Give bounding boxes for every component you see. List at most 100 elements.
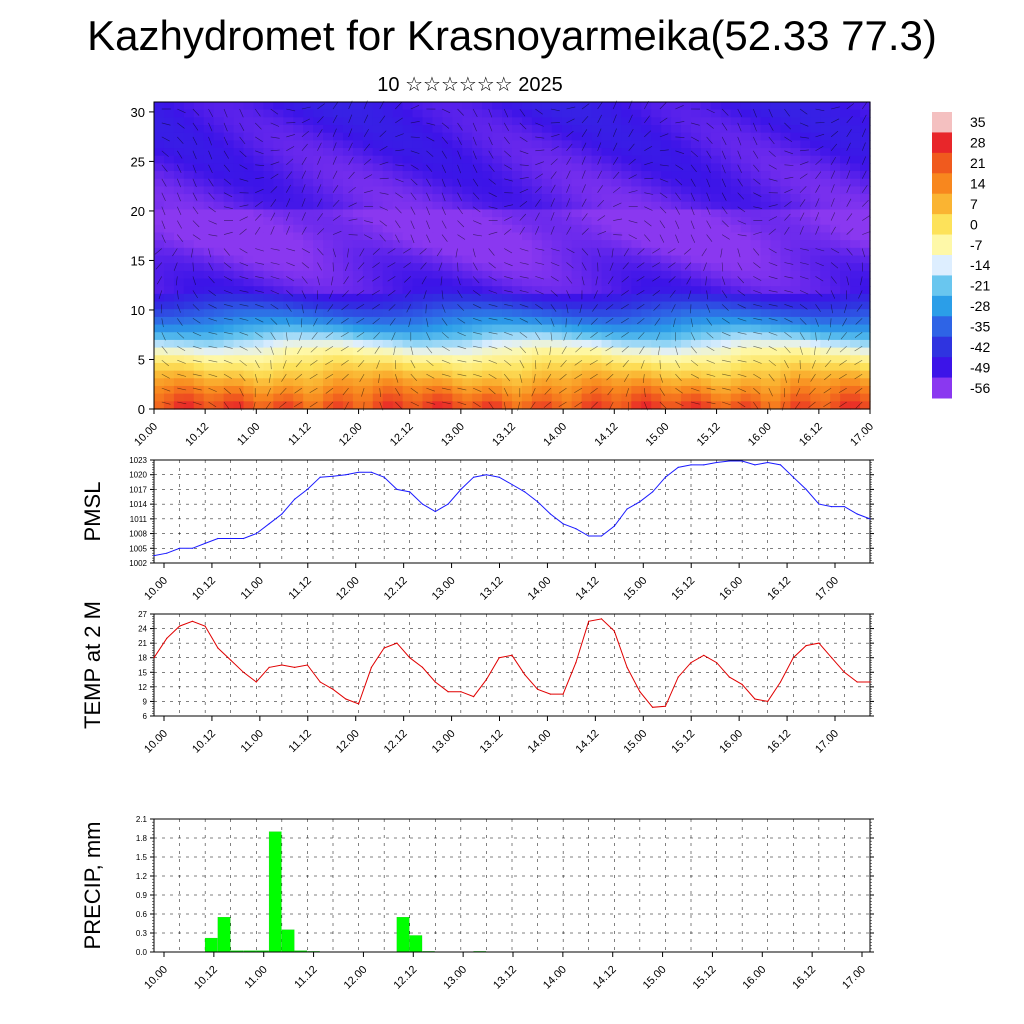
heatmap-cell bbox=[472, 263, 483, 272]
heatmap-cell bbox=[263, 293, 274, 303]
heatmap-cell bbox=[492, 255, 503, 264]
heatmap-cell bbox=[323, 163, 334, 172]
heatmap-cell bbox=[223, 385, 235, 395]
wind-barb bbox=[659, 149, 669, 152]
heatmap-cell bbox=[462, 247, 473, 257]
data-point bbox=[818, 642, 820, 644]
wind-barb bbox=[659, 117, 668, 124]
data-point bbox=[294, 666, 296, 669]
wind-barb bbox=[644, 192, 654, 195]
heatmap-cell bbox=[203, 278, 215, 287]
heatmap-cell bbox=[183, 378, 195, 387]
heatmap-cell bbox=[163, 309, 175, 318]
heatmap-cell bbox=[452, 194, 463, 203]
heatmap-cell bbox=[860, 171, 871, 180]
heatmap-cell bbox=[442, 355, 453, 364]
heatmap-cell bbox=[283, 309, 294, 318]
heatmap-cell bbox=[263, 286, 274, 295]
heatmap-cell bbox=[183, 201, 195, 211]
wind-barb bbox=[684, 262, 692, 270]
heatmap-cell bbox=[780, 186, 792, 195]
wind-barb bbox=[690, 220, 695, 230]
wind-barb bbox=[613, 186, 621, 193]
data-point bbox=[741, 683, 743, 686]
heatmap-cell bbox=[740, 263, 752, 272]
colorbar-swatch bbox=[932, 234, 952, 256]
heatmap-cell bbox=[691, 347, 702, 356]
wind-barb bbox=[270, 122, 280, 127]
heatmap-cell bbox=[860, 148, 871, 157]
heatmap-cell bbox=[342, 385, 354, 395]
heatmap-cell bbox=[352, 132, 364, 141]
wind-barb bbox=[621, 276, 629, 283]
wind-barb bbox=[177, 387, 187, 391]
heatmap-cell bbox=[710, 393, 722, 402]
wind-barb bbox=[830, 226, 836, 235]
heatmap-cell bbox=[671, 362, 682, 372]
heatmap-cell bbox=[362, 171, 374, 180]
heatmap-cell bbox=[342, 362, 354, 372]
heatmap-cell bbox=[601, 186, 613, 195]
heatmap-cell bbox=[571, 186, 583, 195]
heatmap-cell bbox=[850, 194, 861, 203]
wind-barb bbox=[161, 122, 171, 126]
wind-barb bbox=[441, 401, 451, 405]
wind-barb bbox=[659, 360, 661, 370]
heatmap-cell bbox=[333, 401, 344, 410]
heatmap-cell bbox=[422, 163, 434, 172]
heatmap-cell bbox=[263, 171, 274, 180]
wind-barb bbox=[535, 122, 544, 127]
heatmap-cell bbox=[203, 201, 215, 211]
heatmap-cell bbox=[293, 355, 304, 364]
heatmap-cell bbox=[213, 393, 225, 402]
wind-barb bbox=[266, 387, 271, 397]
x-tick-label: 12.12 bbox=[391, 964, 419, 992]
heatmap-cell bbox=[531, 148, 543, 157]
heatmap-cell bbox=[462, 362, 473, 372]
heatmap-cell bbox=[750, 286, 762, 295]
heatmap-cell bbox=[651, 385, 662, 395]
heatmap-cell bbox=[730, 194, 742, 203]
wind-barb bbox=[457, 122, 463, 131]
heatmap-cell bbox=[462, 263, 473, 272]
heatmap-cell bbox=[472, 255, 483, 264]
wind-barb bbox=[846, 248, 853, 256]
heatmap-cell bbox=[163, 148, 175, 157]
heatmap-cell bbox=[671, 293, 682, 303]
wind-barb bbox=[519, 226, 525, 235]
wind-barb bbox=[628, 114, 633, 124]
heatmap-cell bbox=[154, 278, 165, 287]
heatmap-cell bbox=[770, 324, 782, 333]
heatmap-cell bbox=[720, 270, 732, 280]
heatmap-cell bbox=[452, 378, 463, 387]
heatmap-cell bbox=[432, 209, 443, 218]
heatmap-cell bbox=[203, 378, 215, 387]
heatmap-cell bbox=[621, 194, 632, 203]
heatmap-cell bbox=[154, 117, 165, 126]
wind-barb bbox=[531, 387, 536, 397]
heatmap-cell bbox=[193, 355, 205, 364]
heatmap-cell bbox=[720, 209, 732, 218]
wind-barb bbox=[613, 234, 623, 236]
heatmap-cell bbox=[571, 140, 583, 149]
heatmap-cell bbox=[223, 332, 235, 341]
heatmap-cell bbox=[333, 247, 344, 257]
data-point bbox=[460, 691, 462, 693]
heatmap-cell bbox=[382, 263, 394, 272]
heatmap-cell bbox=[760, 362, 772, 372]
wind-barb bbox=[721, 206, 728, 215]
x-tick-label: 10.00 bbox=[132, 421, 160, 449]
heatmap-cell bbox=[323, 401, 334, 410]
heatmap-cell bbox=[482, 217, 493, 226]
heatmap-cell bbox=[402, 148, 414, 157]
heatmap-cell bbox=[283, 109, 294, 118]
wind-barb bbox=[701, 248, 707, 257]
wind-barb bbox=[395, 133, 404, 138]
heatmap-cell bbox=[382, 163, 394, 172]
heatmap-cell bbox=[233, 309, 245, 318]
wind-barb bbox=[177, 136, 184, 144]
wind-barb bbox=[192, 262, 194, 272]
heatmap-cell bbox=[472, 171, 483, 180]
heatmap-cell bbox=[323, 232, 334, 241]
heatmap-cell bbox=[372, 270, 384, 280]
